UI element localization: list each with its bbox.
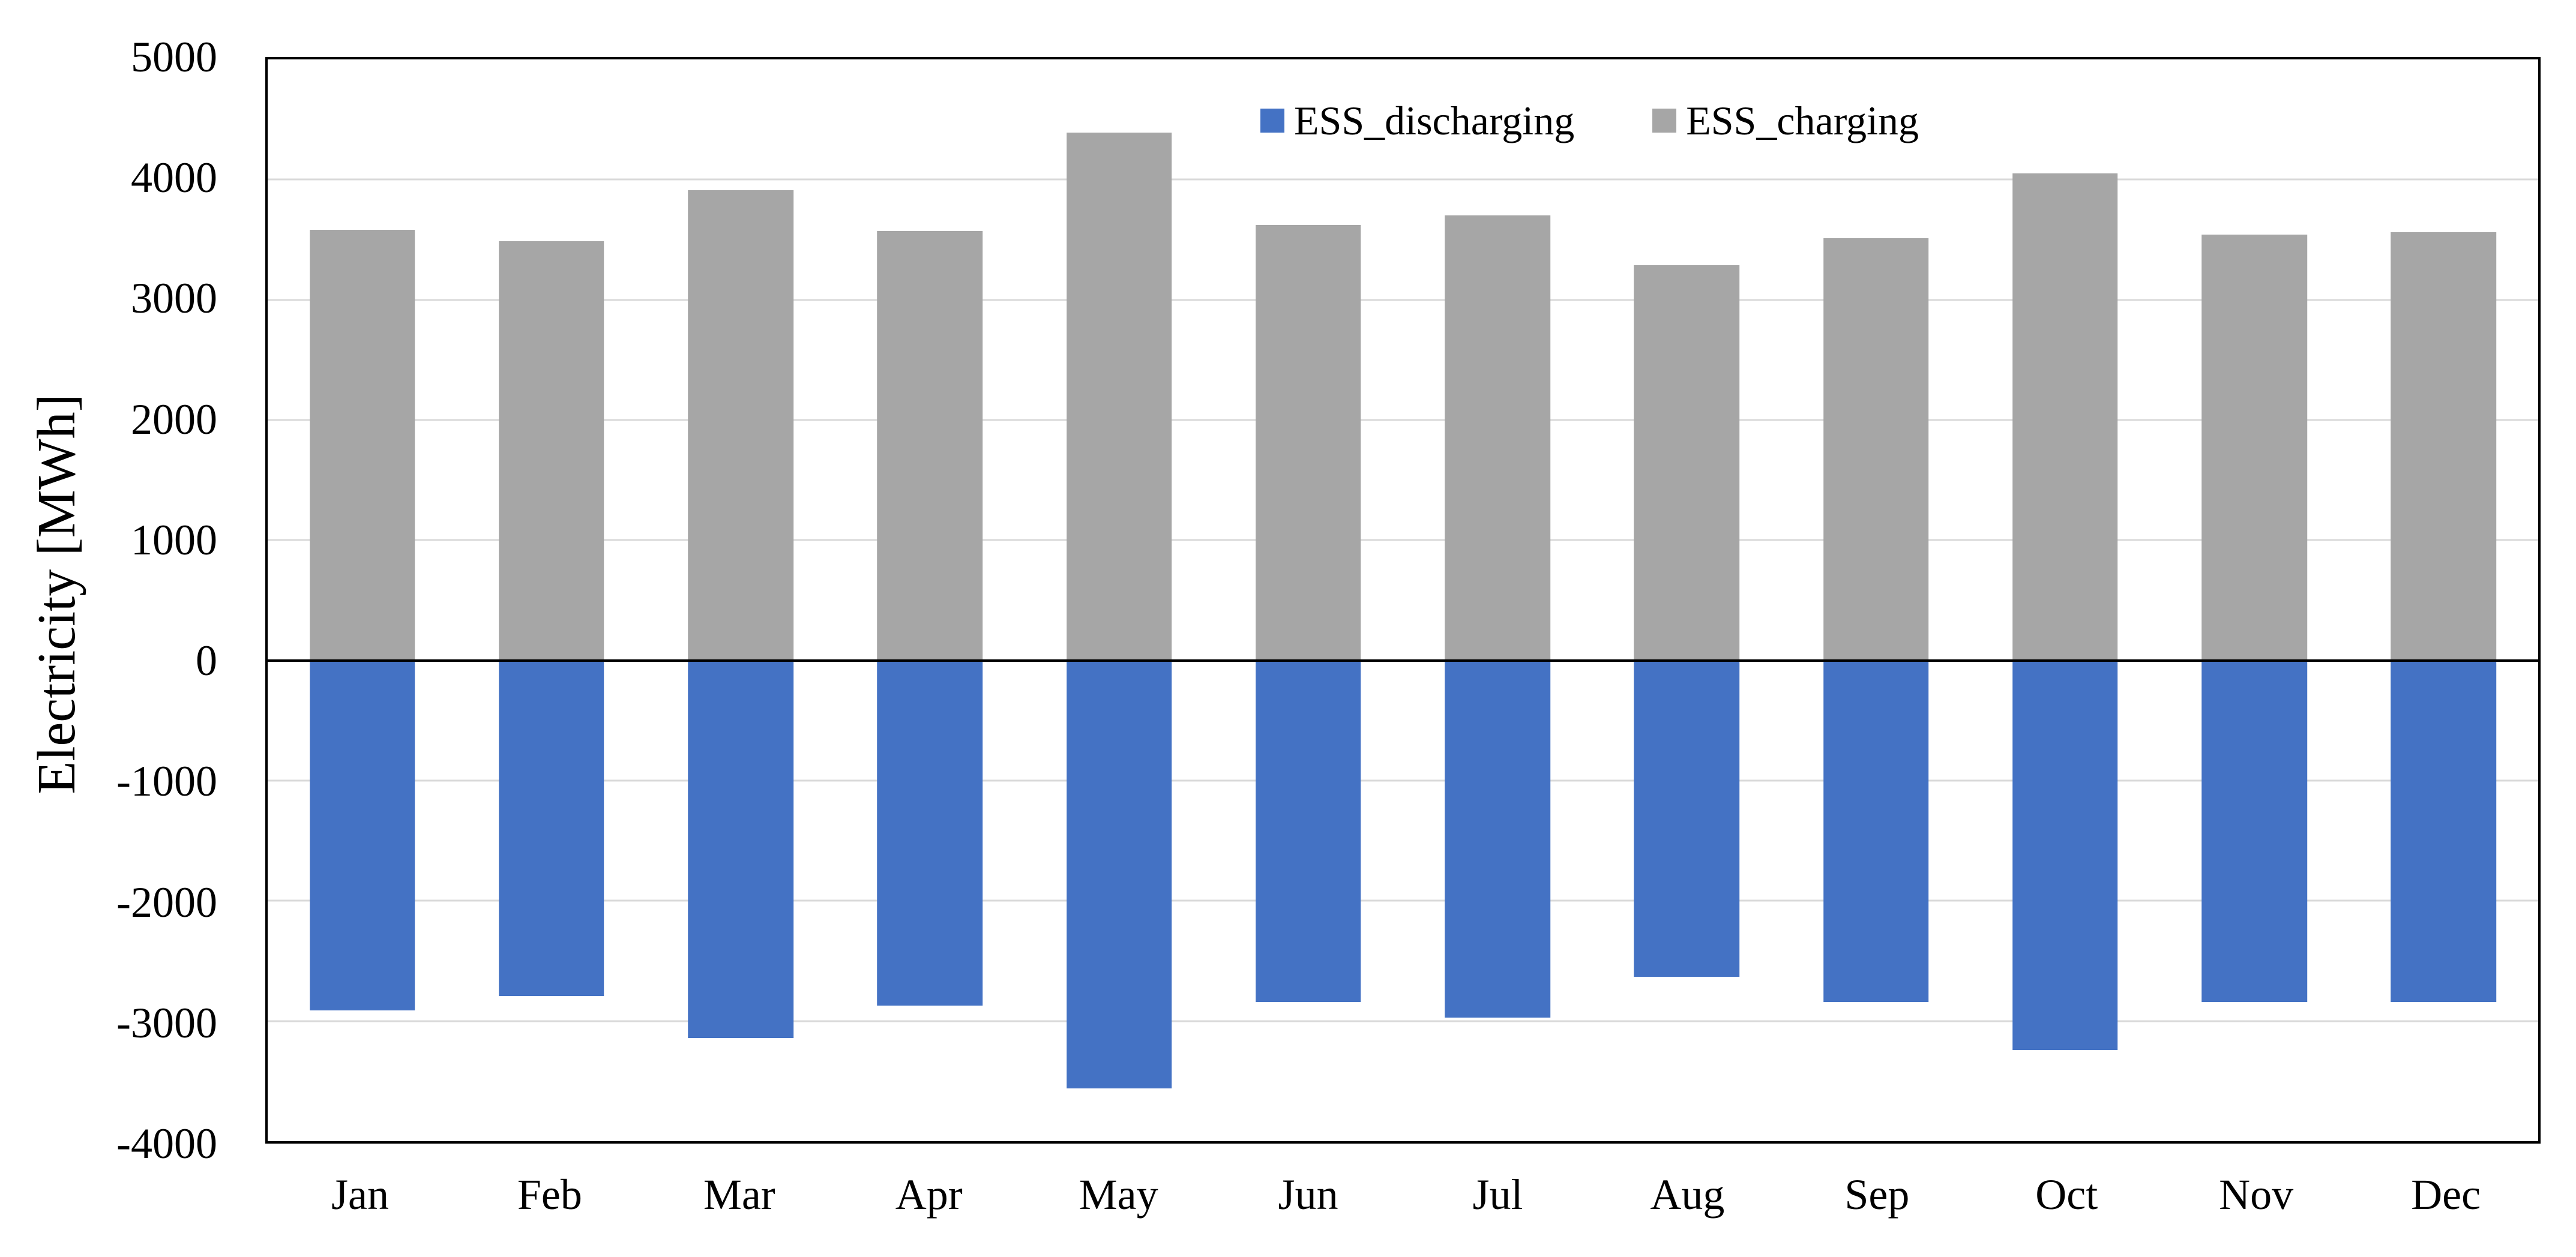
y-tick-label-5000: 5000: [131, 33, 217, 81]
gridline-2000: [268, 419, 2538, 421]
legend-label-discharging: ESS_discharging: [1294, 98, 1575, 143]
legend-item-discharging: ESS_discharging: [1260, 100, 1574, 141]
bar-ESS_discharging-Jun: [1256, 660, 1361, 1002]
legend-label-charging: ESS_charging: [1686, 98, 1919, 143]
x-tick-label-Aug: Aug: [1650, 1171, 1725, 1219]
bar-slot-Sep: [1781, 59, 1970, 1141]
bar-slot-Jun: [1214, 59, 1403, 1141]
y-axis-tick-labels: 5000 4000 3000 2000 1000 0 -1000 -2000 -3000 -400…: [0, 35, 217, 1165]
zero-axis-line: [268, 659, 2538, 662]
bar-ESS_charging-Mar: [688, 190, 793, 661]
bar-slot-Nov: [2160, 59, 2349, 1141]
x-tick-label-Oct: Oct: [2035, 1171, 2098, 1219]
legend-swatch-charging-icon: [1652, 109, 1677, 133]
legend-swatch-discharging-icon: [1260, 109, 1284, 133]
bar-ESS_charging-Nov: [2201, 235, 2307, 661]
bar-slot-Oct: [1970, 59, 2159, 1141]
x-tick-label-Jun: Jun: [1278, 1171, 1338, 1219]
x-tick-label-Feb: Feb: [517, 1171, 582, 1219]
gridline-1000: [268, 539, 2538, 541]
x-tick-label-Dec: Dec: [2411, 1171, 2481, 1219]
x-tick-label-Sep: Sep: [1844, 1171, 1910, 1219]
y-tick-label--3000: -3000: [116, 998, 217, 1047]
bar-slot-Mar: [646, 59, 835, 1141]
bar-ESS_discharging-Aug: [1634, 660, 1740, 977]
bar-ESS_charging-Jun: [1256, 225, 1361, 661]
bar-ESS_discharging-Nov: [2201, 660, 2307, 1002]
x-tick-label-Jan: Jan: [331, 1171, 389, 1219]
bar-ESS_charging-Feb: [499, 241, 604, 661]
y-tick-label-4000: 4000: [131, 154, 217, 202]
gridline--2000: [268, 899, 2538, 902]
bar-ESS_charging-May: [1066, 133, 1172, 661]
plot-area: [265, 57, 2541, 1144]
bar-slot-May: [1025, 59, 1214, 1141]
bar-ESS_discharging-Mar: [688, 660, 793, 1038]
bar-ESS_charging-Oct: [2012, 173, 2118, 661]
bar-slot-Jul: [1403, 59, 1592, 1141]
bar-ESS_charging-Apr: [877, 231, 983, 661]
x-tick-label-Jul: Jul: [1472, 1171, 1523, 1219]
bar-slot-Jan: [268, 59, 457, 1141]
y-tick-label-0: 0: [196, 637, 217, 685]
bar-ESS_discharging-May: [1066, 660, 1172, 1088]
bar-slot-Dec: [2349, 59, 2538, 1141]
bar-slot-Feb: [457, 59, 646, 1141]
y-tick-label-3000: 3000: [131, 274, 217, 323]
x-tick-label-Nov: Nov: [2219, 1171, 2294, 1219]
bar-slot-Apr: [835, 59, 1025, 1141]
gridline-3000: [268, 299, 2538, 301]
y-tick-label--2000: -2000: [116, 878, 217, 926]
bar-ESS_charging-Dec: [2391, 232, 2497, 661]
y-tick-label-1000: 1000: [131, 515, 217, 564]
bar-slot-Aug: [1592, 59, 1781, 1141]
x-tick-label-May: May: [1079, 1171, 1158, 1219]
legend-item-charging: ESS_charging: [1652, 100, 1919, 141]
bar-ESS_discharging-Sep: [1823, 660, 1929, 1002]
x-tick-label-Apr: Apr: [895, 1171, 963, 1219]
bar-ESS_charging-Jan: [309, 230, 415, 661]
bar-ESS_charging-Jul: [1445, 215, 1550, 661]
gridline--1000: [268, 779, 2538, 782]
y-tick-label-2000: 2000: [131, 395, 217, 443]
x-axis-labels: Jan Feb Mar Apr May Jun Jul Aug Sep Oct Nov Dec: [265, 1171, 2541, 1219]
bar-ESS_discharging-Dec: [2391, 660, 2497, 1002]
bar-ESS_discharging-Feb: [499, 660, 604, 996]
legend: ESS_discharging ESS_charging: [1260, 100, 1919, 141]
bar-ESS_discharging-Apr: [877, 660, 983, 1006]
bar-ESS_discharging-Jan: [309, 660, 415, 1010]
y-tick-label--4000: -4000: [116, 1120, 217, 1168]
y-tick-label--1000: -1000: [116, 757, 217, 806]
bar-ESS_discharging-Oct: [2012, 660, 2118, 1050]
bar-ESS_charging-Sep: [1823, 238, 1929, 661]
gridline-4000: [268, 178, 2538, 181]
bar-ESS_charging-Aug: [1634, 265, 1740, 661]
bar-ESS_discharging-Jul: [1445, 660, 1550, 1018]
x-tick-label-Mar: Mar: [703, 1171, 775, 1219]
gridline--3000: [268, 1020, 2538, 1022]
